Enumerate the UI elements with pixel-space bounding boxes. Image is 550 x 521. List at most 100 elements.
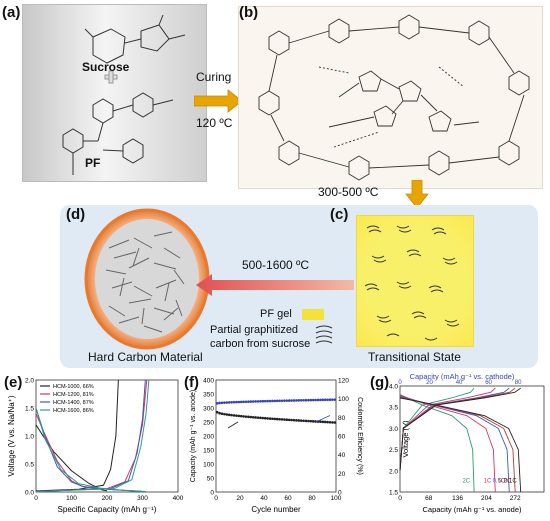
chart-f-cycling: 0 50 100 150 200 250 300 350 400 0 20 40 60 80 100 120 0… xyxy=(190,378,363,515)
chart-f-point xyxy=(302,398,305,402)
chart-f-series-0 xyxy=(215,410,337,424)
chart-f-point xyxy=(225,401,229,404)
chart-f-point xyxy=(275,399,279,403)
sucrose-label: Sucrose xyxy=(82,60,130,74)
chart-g-series-4-discharge xyxy=(399,397,522,493)
chart-f-point xyxy=(215,402,219,405)
chart-f-point xyxy=(247,415,250,419)
curing-temp-label: 120 ºC xyxy=(196,116,233,130)
chart-e-xtick-tick-0: 0 xyxy=(34,495,38,502)
chart-f-y2tick-tick-2: 40 xyxy=(338,452,346,459)
chart-e-series-3-discharge xyxy=(35,407,147,492)
chart-f-point xyxy=(333,421,337,424)
chart-f-point xyxy=(259,416,262,420)
chart-f-point xyxy=(299,399,303,402)
chart-f-point xyxy=(230,400,233,404)
chart-f-point xyxy=(302,419,305,423)
chart-f-y2label: Coulombic Efficiency (%) xyxy=(356,397,363,475)
chart-f-ytick-tick-0: 0 xyxy=(210,490,214,497)
chart-g-title: Capacity (mAh g⁻¹ vs. cathode) xyxy=(410,372,515,381)
chart-g-xtick-4: 272 xyxy=(510,495,521,502)
chart-g-series-0-discharge xyxy=(399,394,475,493)
chart-f-point xyxy=(239,400,243,404)
chart-g-rate-label-1: 1C xyxy=(484,479,492,485)
chart-f-point xyxy=(283,399,286,402)
chart-e-xtick-tick-3: 300 xyxy=(137,495,148,502)
carbon-legend-line1: Partial graphitized xyxy=(210,324,299,336)
chart-f-ylabel: Capacity (mAh g⁻¹ vs. anode) xyxy=(190,390,197,482)
chart-f-point xyxy=(259,399,262,403)
chart-g-rate-label-2: 0.5C xyxy=(493,479,506,485)
chart-f-point xyxy=(268,417,272,420)
chart-g-rate-label-0: 2C xyxy=(462,479,470,485)
chart-g-ytick-tick-1: 2.0 xyxy=(389,468,398,475)
chart-f-point xyxy=(247,400,250,403)
chart-f-point xyxy=(311,398,315,402)
chart-e-xtick-tick-2: 200 xyxy=(102,495,113,502)
chart-f-point xyxy=(333,398,337,401)
chart-f-point xyxy=(223,401,226,404)
chart-e-legend-label-2: HCM-1400, 87% xyxy=(53,400,94,406)
chart-g-series-2-discharge xyxy=(399,395,510,493)
chart-e-ytick-tick-2: 1.0 xyxy=(25,434,34,441)
panel-c-label: (c) xyxy=(330,206,349,223)
chart-f-point xyxy=(280,418,284,421)
chart-g-xlabel: Capacity (mAh g⁻¹ vs. anode) xyxy=(423,505,523,514)
plot-frame xyxy=(35,379,179,493)
chart-f-ytick-tick-5: 250 xyxy=(203,420,214,427)
chart-g-ytick-tick-2: 2.5 xyxy=(389,447,398,454)
chart-g-toptick-1: 20 xyxy=(426,380,433,386)
chart-g-toptick-4: 80 xyxy=(515,380,522,386)
chart-g-ytick-tick-5: 4.0 xyxy=(389,384,398,391)
chart-g-ytick-tick-0: 1.5 xyxy=(389,490,398,497)
chart-f-point xyxy=(292,399,296,402)
chart-g-xtick-2: 136 xyxy=(452,495,463,502)
carbonization-temp-label: 500-1600 ºC xyxy=(242,258,310,272)
panel-b xyxy=(238,6,543,189)
chart-f-xtick-tick-4: 80 xyxy=(308,495,316,502)
chart-f-xtick-tick-0: 0 xyxy=(214,495,218,502)
chart-g-xtick-1: 68 xyxy=(425,495,433,502)
chart-f-point xyxy=(249,400,253,403)
chart-f-point xyxy=(304,419,308,423)
chart-f-point xyxy=(239,414,243,418)
chart-f-point xyxy=(311,420,315,423)
chart-f-point xyxy=(266,417,269,420)
plot-frame xyxy=(399,385,545,493)
chart-f-point xyxy=(244,400,248,404)
chart-f-point xyxy=(331,398,334,401)
panel-f-label: (f) xyxy=(184,374,199,391)
chart-g-ylabel: Voltage (V) xyxy=(401,420,410,458)
chart-f-point xyxy=(328,398,332,402)
chart-f-point xyxy=(321,398,325,402)
chart-f-point xyxy=(307,419,310,423)
chart-f-point xyxy=(290,399,293,402)
chart-f-xtick-tick-2: 40 xyxy=(260,495,268,502)
chart-f-point xyxy=(223,412,226,416)
chart-f-point xyxy=(268,399,272,403)
chart-f-point xyxy=(232,414,236,417)
cured-network-structure xyxy=(258,14,530,181)
chart-f-point xyxy=(220,412,224,416)
chart-e-ylabel: Voltage (V vs. Na/Na⁺) xyxy=(7,395,16,476)
curing-label: Curing xyxy=(196,70,232,84)
chart-f-ytick-tick-4: 200 xyxy=(203,434,214,441)
chart-f-point xyxy=(220,401,224,405)
chart-f-point xyxy=(249,415,253,419)
transition-temp-label: 300-500 ºC xyxy=(318,185,379,199)
chart-f-point xyxy=(251,415,255,419)
chart-f-point xyxy=(235,400,238,404)
chart-f-point xyxy=(232,400,236,404)
chart-f-point xyxy=(244,415,248,418)
chart-f-point xyxy=(251,400,255,403)
chart-f-point xyxy=(314,398,317,402)
chart-f-point xyxy=(278,399,281,403)
chart-f-y2tick-tick-0: 0 xyxy=(338,490,342,497)
chart-f-point xyxy=(263,416,267,420)
chart-e-legend-label-1: HCM-1200, 81% xyxy=(53,392,94,398)
chart-e-legend-label-3: HCM-1600, 86% xyxy=(53,408,94,414)
chart-f-point xyxy=(323,420,327,424)
carbon-legend-icon xyxy=(315,325,333,344)
chart-f-y2tick-tick-1: 20 xyxy=(338,471,346,478)
